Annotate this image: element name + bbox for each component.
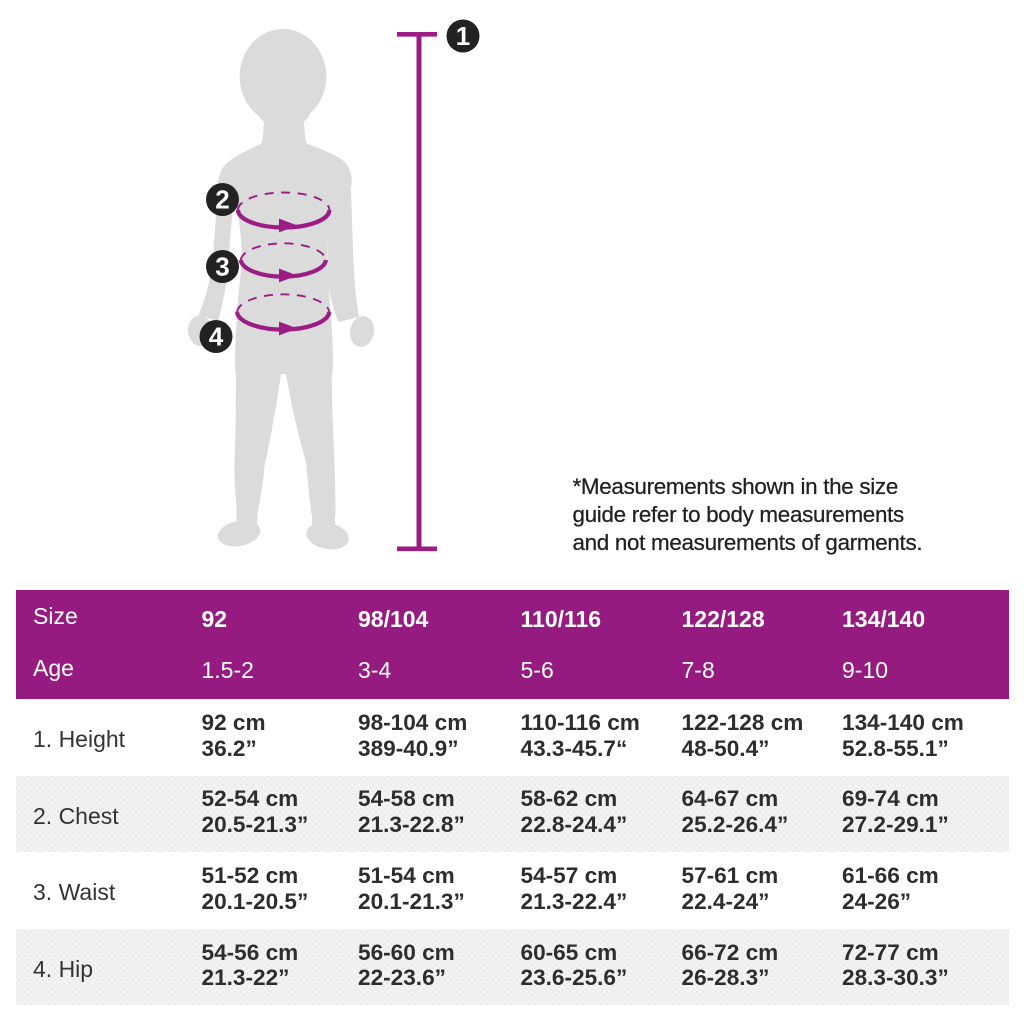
- svg-text:1: 1: [456, 21, 470, 51]
- svg-text:2: 2: [215, 185, 229, 215]
- svg-text:3: 3: [215, 252, 229, 282]
- svg-text:4: 4: [209, 322, 224, 352]
